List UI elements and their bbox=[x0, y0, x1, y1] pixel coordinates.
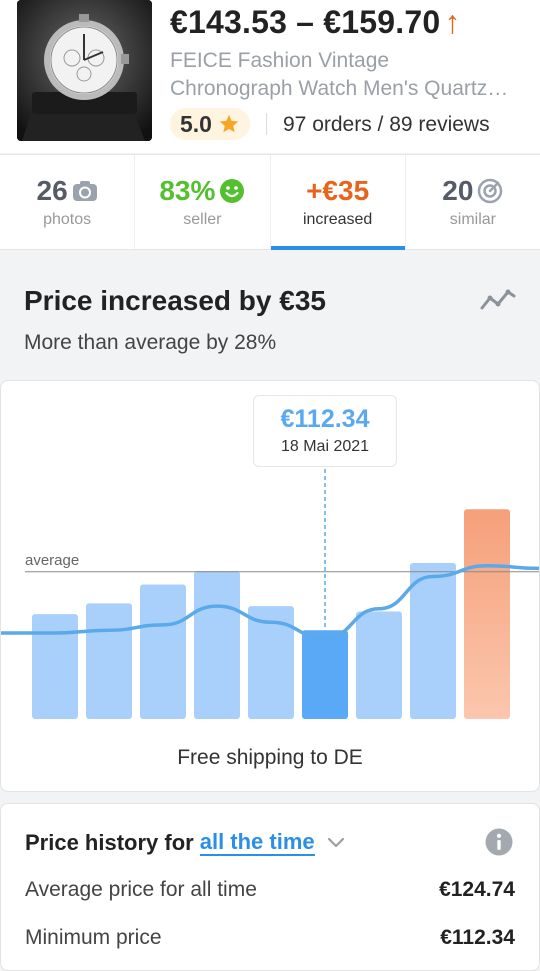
info-icon[interactable] bbox=[485, 828, 513, 856]
chart-bar[interactable] bbox=[464, 509, 510, 719]
tab-photos-value-wrap: 26 bbox=[37, 175, 98, 207]
section-title: Price increased by €35 bbox=[24, 285, 326, 316]
chart-bar[interactable] bbox=[86, 603, 132, 719]
chevron-down-icon[interactable] bbox=[327, 837, 345, 849]
product-image[interactable] bbox=[17, 0, 152, 141]
price-chart-card: average €112.34 18 Mai 2021 Free shippin… bbox=[0, 380, 540, 792]
tab-similar-value: 20 bbox=[442, 175, 474, 206]
history-row-minimum: Minimum price €112.34 bbox=[25, 926, 515, 950]
history-row-value: €124.74 bbox=[439, 878, 515, 901]
tab-photos-label: photos bbox=[43, 211, 92, 228]
average-label: average bbox=[25, 552, 79, 569]
history-row-label: Average price for all time bbox=[25, 878, 257, 901]
price-history-card: Price history for all the time Average p… bbox=[0, 803, 540, 971]
product-title[interactable]: FEICE Fashion Vintage Chronograph Watch … bbox=[170, 47, 525, 103]
price-range-text: €143.53 – €159.70 bbox=[170, 4, 441, 40]
chart-bar[interactable] bbox=[248, 606, 294, 719]
tab-similar[interactable]: 20 similar bbox=[406, 155, 540, 249]
section-subtitle: More than average by 28% bbox=[24, 331, 277, 354]
info-tabs: 26 photos 83% seller +€35 increased 20 s… bbox=[0, 154, 540, 250]
tab-seller[interactable]: 83% seller bbox=[135, 155, 271, 249]
history-row-average: Average price for all time €124.74 bbox=[25, 878, 515, 902]
tab-similar-value-wrap: 20 bbox=[442, 175, 503, 207]
tab-increased[interactable]: +€35 increased bbox=[270, 155, 406, 250]
tab-increased-value-wrap: +€35 bbox=[306, 175, 369, 207]
tab-similar-label: similar bbox=[449, 211, 496, 228]
tooltip-price: €112.34 bbox=[280, 405, 370, 433]
tab-photos-value: 26 bbox=[36, 175, 68, 206]
camera-icon bbox=[72, 181, 97, 201]
chart-bar[interactable] bbox=[410, 563, 456, 719]
tooltip-date: 18 Mai 2021 bbox=[280, 438, 370, 455]
price-range: €143.53 – €159.70 ↑ bbox=[170, 4, 461, 41]
chart-tooltip: €112.34 18 Mai 2021 bbox=[253, 395, 397, 467]
trend-line bbox=[1, 563, 539, 641]
price-up-arrow-icon: ↑ bbox=[444, 4, 461, 40]
tab-seller-label: seller bbox=[183, 211, 222, 228]
product-title-line-1: FEICE Fashion Vintage bbox=[170, 49, 390, 72]
target-icon bbox=[478, 178, 503, 204]
chart-bar[interactable] bbox=[194, 571, 240, 719]
price-history-prefix: Price history for bbox=[25, 830, 194, 855]
tab-seller-value-wrap: 83% bbox=[159, 175, 245, 207]
divider bbox=[266, 113, 267, 135]
rating-value: 5.0 bbox=[180, 110, 212, 137]
chart-bar[interactable] bbox=[302, 630, 348, 719]
chart-bar[interactable] bbox=[356, 611, 402, 719]
star-icon bbox=[219, 114, 239, 133]
chart-bar[interactable] bbox=[140, 584, 186, 719]
trend-chart-icon[interactable] bbox=[478, 284, 518, 316]
chart-bar[interactable] bbox=[32, 614, 78, 719]
price-chart[interactable]: average bbox=[1, 381, 540, 792]
shipping-info: Free shipping to DE bbox=[177, 746, 363, 769]
history-row-label: Minimum price bbox=[25, 926, 162, 949]
price-history-heading: Price history for all the time bbox=[25, 830, 345, 856]
period-selector[interactable]: all the time bbox=[199, 829, 315, 856]
tab-increased-value: +€35 bbox=[306, 175, 370, 206]
rating-badge: 5.0 bbox=[170, 108, 250, 140]
orders-reviews[interactable]: 97 orders / 89 reviews bbox=[283, 113, 490, 136]
history-row-value: €112.34 bbox=[440, 926, 515, 949]
tab-photos[interactable]: 26 photos bbox=[0, 155, 136, 249]
tab-increased-label: increased bbox=[302, 211, 373, 228]
product-header: €143.53 – €159.70 ↑ FEICE Fashion Vintage… bbox=[0, 0, 540, 153]
smiley-icon bbox=[220, 179, 245, 203]
product-title-line-2: Chronograph Watch Men's Quartz… bbox=[170, 77, 509, 100]
tab-seller-value: 83% bbox=[159, 175, 216, 206]
